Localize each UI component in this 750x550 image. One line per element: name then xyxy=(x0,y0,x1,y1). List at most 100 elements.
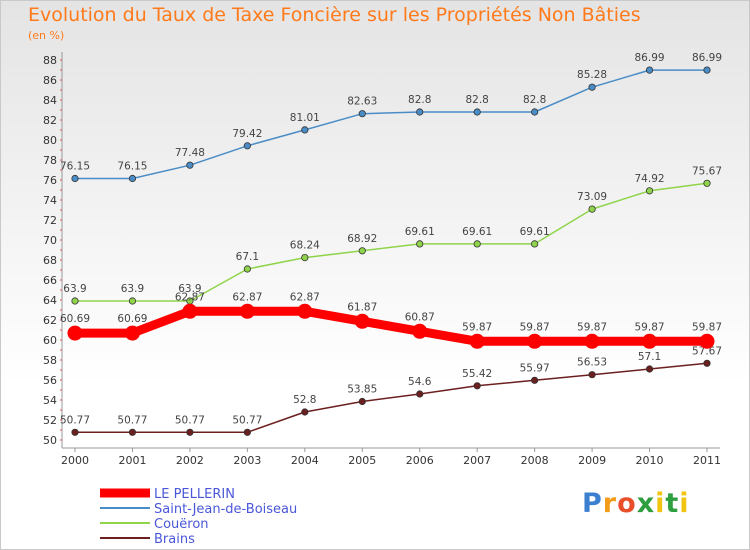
series-line-3 xyxy=(74,362,708,434)
data-label: 82.63 xyxy=(347,96,377,108)
data-point xyxy=(128,174,137,183)
data-point xyxy=(645,187,654,195)
data-label: 85.28 xyxy=(577,69,607,81)
data-point xyxy=(588,371,596,379)
x-tick-label: 2007 xyxy=(463,454,491,467)
data-label: 69.61 xyxy=(520,226,550,238)
data-point xyxy=(416,390,424,398)
x-tick-label: 2003 xyxy=(233,454,261,467)
data-point xyxy=(358,247,366,255)
data-label: 79.42 xyxy=(232,128,262,140)
y-tick-label: 78 xyxy=(43,154,57,167)
data-label: 57.1 xyxy=(638,351,661,363)
logo-letter: o xyxy=(617,488,637,519)
data-point xyxy=(243,428,251,436)
x-tick-label: 2005 xyxy=(348,454,376,467)
data-point xyxy=(358,110,366,118)
data-point xyxy=(588,83,596,91)
data-point xyxy=(71,297,79,305)
x-tick-label: 2011 xyxy=(693,454,721,467)
data-point xyxy=(182,303,198,319)
chart-subtitle: (en %) xyxy=(28,29,65,42)
data-label: 50.77 xyxy=(60,414,90,426)
data-point xyxy=(703,66,711,74)
data-label: 75.67 xyxy=(692,165,722,177)
data-point xyxy=(354,313,370,329)
y-tick-label: 80 xyxy=(43,134,57,147)
data-label: 60.69 xyxy=(60,313,90,325)
data-label: 63.9 xyxy=(121,283,144,295)
y-tick-label: 54 xyxy=(43,394,57,407)
data-label: 82.8 xyxy=(465,94,488,106)
data-point xyxy=(71,174,79,183)
data-point xyxy=(301,126,309,134)
data-label: 60.69 xyxy=(117,313,147,325)
data-point xyxy=(699,333,715,349)
logo-letter: i xyxy=(679,488,690,519)
data-label: 68.24 xyxy=(290,240,320,252)
x-tick-label: 2010 xyxy=(636,454,664,467)
data-point xyxy=(186,161,194,169)
data-point xyxy=(473,240,481,248)
data-point xyxy=(243,265,251,273)
data-label: 59.87 xyxy=(520,321,550,333)
logo-letter: r xyxy=(602,488,618,519)
data-label: 50.77 xyxy=(117,414,147,426)
data-point xyxy=(128,297,137,305)
y-tick-label: 76 xyxy=(43,174,57,187)
data-label: 81.01 xyxy=(290,112,320,124)
logo-letter: P xyxy=(582,488,603,519)
data-point xyxy=(584,333,600,349)
y-tick-label: 50 xyxy=(43,434,57,447)
data-label: 55.42 xyxy=(462,368,492,380)
data-label: 56.53 xyxy=(577,357,607,369)
y-tick-label: 58 xyxy=(43,354,57,367)
data-point xyxy=(703,359,711,367)
data-point xyxy=(358,397,366,406)
series-line-1 xyxy=(74,69,708,180)
data-point xyxy=(412,323,428,339)
data-point xyxy=(416,240,424,248)
data-label: 50.77 xyxy=(175,414,205,426)
data-point xyxy=(186,428,194,436)
data-label: 59.87 xyxy=(635,321,665,333)
data-label: 67.1 xyxy=(236,251,259,263)
data-point xyxy=(703,179,711,187)
y-tick-label: 70 xyxy=(43,234,57,247)
data-point xyxy=(128,428,137,436)
data-label: 60.87 xyxy=(405,311,435,323)
data-point xyxy=(645,66,654,74)
data-label: 54.6 xyxy=(408,376,432,388)
data-label: 59.87 xyxy=(577,321,607,333)
y-tick-label: 74 xyxy=(43,194,57,207)
data-label: 59.87 xyxy=(462,321,492,333)
series-line-0 xyxy=(70,306,712,346)
data-label: 62.87 xyxy=(232,291,262,303)
data-label: 82.8 xyxy=(523,94,546,106)
data-point xyxy=(416,108,424,116)
y-tick-label: 62 xyxy=(43,314,57,327)
legend-label-2: Couëron xyxy=(154,517,209,532)
data-point xyxy=(469,333,485,349)
y-tick-label: 56 xyxy=(43,374,57,387)
data-point xyxy=(588,205,596,213)
y-tick-label: 86 xyxy=(43,74,57,87)
data-point xyxy=(527,333,543,349)
data-point xyxy=(473,108,481,116)
x-tick-label: 2001 xyxy=(118,454,146,467)
chart-title: Evolution du Taux de Taxe Foncière sur l… xyxy=(28,4,641,26)
y-tick-label: 66 xyxy=(43,274,57,287)
data-label: 73.09 xyxy=(577,191,607,203)
legend-label-3: Brains xyxy=(154,532,195,547)
data-point xyxy=(243,142,251,150)
x-tick-label: 2002 xyxy=(176,454,204,467)
data-point xyxy=(67,325,83,341)
y-tick-label: 60 xyxy=(43,334,57,347)
data-point xyxy=(531,376,539,384)
y-tick-label: 82 xyxy=(43,114,57,127)
data-point xyxy=(71,428,79,436)
proxiti-logo: Proxiti xyxy=(582,488,690,519)
data-point xyxy=(531,108,539,116)
x-tick-label: 2000 xyxy=(61,454,89,467)
